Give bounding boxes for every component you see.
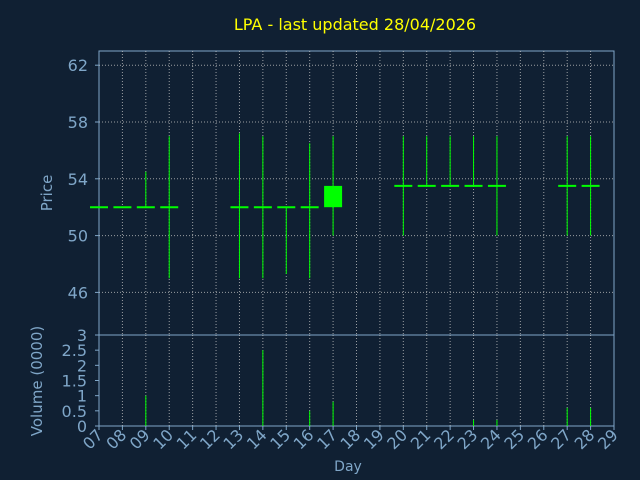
price-axis-label: Price	[38, 175, 56, 212]
price-tick-label: 62	[68, 56, 88, 75]
price-tick-label: 50	[68, 227, 88, 246]
volume-tick-label: 1.5	[62, 372, 87, 391]
volume-tick-label: 1	[77, 387, 87, 406]
volume-tick-label: 0.5	[62, 402, 87, 421]
price-tick-label: 58	[68, 113, 88, 132]
volume-bars	[145, 350, 592, 426]
chart-title: LPA - last updated 28/04/2026	[234, 15, 476, 34]
day-tick-label: 29	[594, 425, 622, 453]
volume-tick-label: 2.5	[62, 341, 87, 360]
volume-grid	[95, 334, 592, 427]
candle-body	[324, 185, 343, 208]
price-tick-label: 54	[68, 170, 88, 189]
price-tick-labels: 62 58 54 50 46	[68, 56, 88, 302]
price-tick-label: 46	[68, 283, 88, 302]
volume-tick-label: 0	[77, 417, 87, 436]
volume-tick-labels: 00.511.522.53	[62, 326, 87, 436]
volume-tick-label: 3	[77, 326, 87, 345]
volume-tick-label: 2	[77, 356, 87, 375]
volume-axis-label: Volume (0000)	[28, 326, 46, 436]
day-tick-labels: 0708091011121314151617181920212223242526…	[79, 425, 622, 453]
day-axis-label: Day	[334, 459, 362, 475]
price-grid	[95, 51, 614, 335]
candles	[90, 133, 600, 279]
